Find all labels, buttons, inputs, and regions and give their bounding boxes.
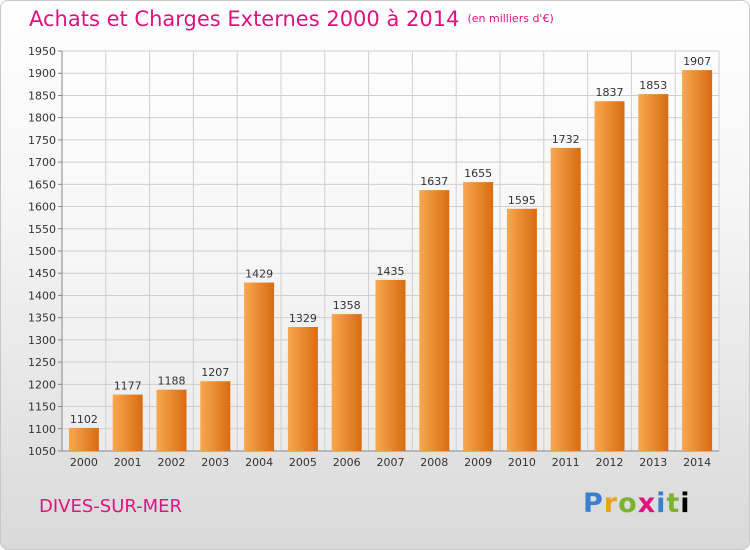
y-tick-label: 1700	[28, 156, 56, 169]
bar-value-label: 1188	[158, 375, 186, 388]
proxiti-logo: Proxiti	[583, 488, 691, 519]
y-tick-label: 1450	[28, 267, 56, 280]
chart-title-text: Achats et Charges Externes 2000 à 2014	[29, 7, 460, 31]
bar-value-label: 1732	[552, 133, 580, 146]
y-tick-label: 1800	[28, 112, 56, 125]
bar	[156, 389, 187, 451]
bar-value-label: 1102	[70, 413, 98, 426]
y-tick-label: 1900	[28, 67, 56, 80]
x-tick-label: 2010	[508, 456, 536, 469]
bar	[331, 314, 362, 451]
x-tick-label: 2000	[70, 456, 98, 469]
x-tick-label: 2014	[683, 456, 711, 469]
bar	[68, 427, 99, 451]
bar	[375, 279, 406, 451]
x-tick-label: 2011	[552, 456, 580, 469]
y-tick-label: 1050	[28, 445, 56, 458]
chart-subtitle: (en milliers d'€)	[467, 12, 554, 25]
x-tick-label: 2001	[114, 456, 142, 469]
x-tick-label: 2013	[639, 456, 667, 469]
y-tick-label: 1650	[28, 178, 56, 191]
chart-title: Achats et Charges Externes 2000 à 2014 (e…	[29, 7, 554, 31]
x-tick-label: 2008	[420, 456, 448, 469]
bar-value-label: 1837	[596, 86, 624, 99]
bar	[638, 94, 669, 451]
y-tick-label: 1500	[28, 245, 56, 258]
x-tick-label: 2002	[158, 456, 186, 469]
bar	[244, 282, 275, 451]
bar-value-label: 1177	[114, 380, 142, 393]
bar	[419, 190, 450, 451]
y-tick-label: 1100	[28, 423, 56, 436]
y-tick-label: 1200	[28, 378, 56, 391]
x-tick-label: 2003	[201, 456, 229, 469]
bar	[287, 327, 318, 451]
y-tick-label: 1400	[28, 289, 56, 302]
y-tick-label: 1600	[28, 201, 56, 214]
bar-value-label: 1358	[333, 299, 361, 312]
x-tick-label: 2005	[289, 456, 317, 469]
bar	[463, 182, 494, 451]
bar	[594, 101, 625, 451]
y-tick-label: 1150	[28, 401, 56, 414]
y-tick-label: 1750	[28, 134, 56, 147]
y-tick-label: 1350	[28, 312, 56, 325]
y-tick-label: 1950	[28, 45, 56, 58]
y-tick-label: 1250	[28, 356, 56, 369]
bar-value-label: 1207	[201, 366, 229, 379]
x-tick-label: 2004	[245, 456, 273, 469]
bar-value-label: 1907	[683, 55, 711, 68]
bar	[112, 394, 143, 451]
bar	[550, 147, 581, 451]
bar-value-label: 1853	[639, 79, 667, 92]
bar-value-label: 1655	[464, 167, 492, 180]
y-tick-label: 1300	[28, 334, 56, 347]
bar-value-label: 1595	[508, 194, 536, 207]
bar	[200, 381, 231, 451]
bar-value-label: 1329	[289, 312, 317, 325]
y-tick-label: 1550	[28, 223, 56, 236]
city-name: DIVES-SUR-MER	[39, 496, 183, 517]
bar-value-label: 1637	[420, 175, 448, 188]
bar-value-label: 1429	[245, 268, 273, 281]
x-tick-label: 2006	[333, 456, 361, 469]
bar	[682, 70, 713, 451]
x-tick-label: 2009	[464, 456, 492, 469]
x-tick-label: 2007	[377, 456, 405, 469]
y-tick-label: 1850	[28, 89, 56, 102]
bar	[506, 208, 537, 451]
bar-value-label: 1435	[377, 265, 405, 278]
x-tick-label: 2012	[596, 456, 624, 469]
